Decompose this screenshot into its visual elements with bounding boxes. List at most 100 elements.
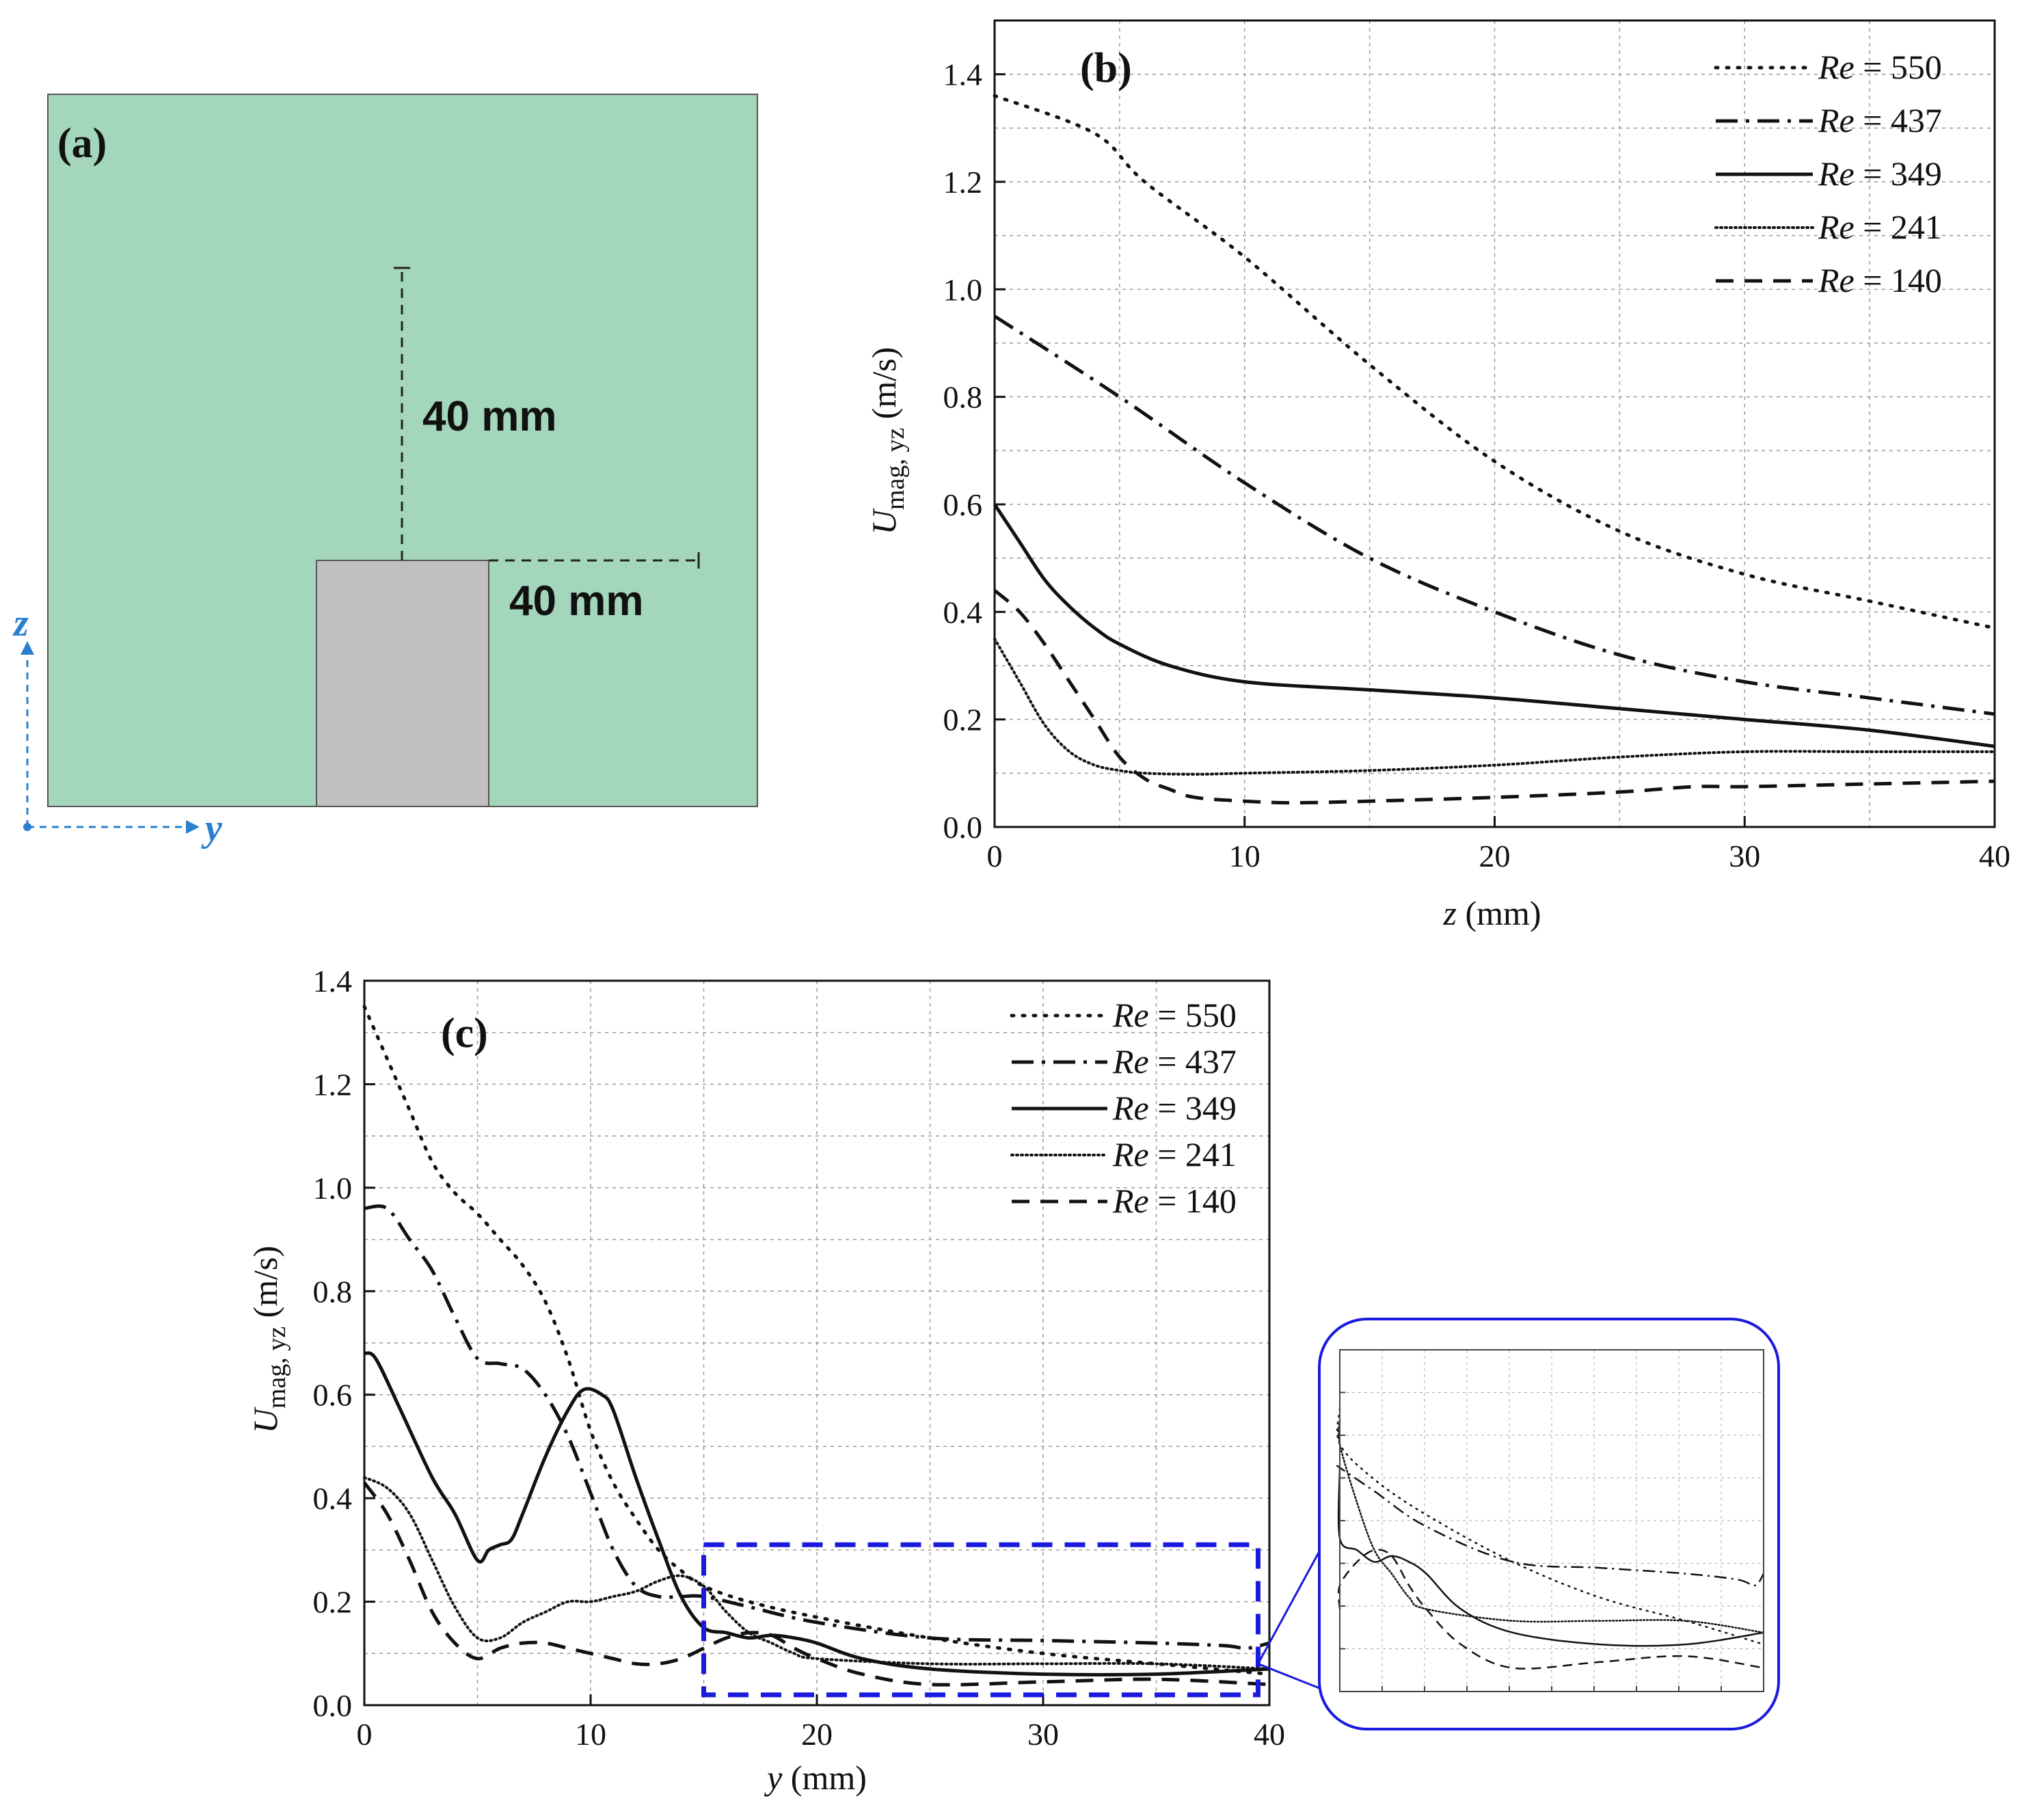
legend-value: = 140 (1855, 261, 1942, 299)
legend-re: Re (1818, 261, 1855, 299)
x-tick-label: 30 (1729, 839, 1760, 873)
y-tick-label: 1.0 (313, 1171, 353, 1206)
legend-value: = 241 (1149, 1135, 1237, 1173)
legend-label: Re = 437 (1818, 101, 1942, 139)
series-line-re-437 (364, 1204, 1270, 1651)
x-tick-label: 40 (1979, 839, 2010, 873)
legend-value: = 241 (1855, 208, 1942, 246)
legend-re: Re (1112, 996, 1149, 1034)
x-tick-label: 0 (987, 839, 1003, 873)
y-tick-label: 1.0 (943, 272, 983, 307)
chart-b-ylabel-sub: mag, yz (881, 428, 910, 510)
chart-c-ylabel-unit: (m/s) (246, 1246, 284, 1327)
panel-a-schematic: (a) 40 mm 40 mm z y (12, 94, 758, 850)
horizontal-dimension-label: 40 mm (509, 578, 643, 625)
z-axis-arrowhead (21, 641, 34, 655)
chart-b: 0 10 20 30 40 0.0 0.2 0.4 0.6 0.8 1.0 1.2 1.4 (b) z … (865, 19, 2011, 932)
legend-label: Re = 349 (1112, 1089, 1237, 1127)
y-tick-label: 0.2 (313, 1585, 353, 1620)
x-tick-label: 0 (357, 1717, 373, 1752)
y-tick-label: 0.0 (313, 1688, 353, 1723)
chart-c-series (362, 1005, 1271, 1687)
legend-re: Re (1112, 1042, 1149, 1081)
legend-label: Re = 241 (1818, 208, 1942, 246)
vertical-dimension-label: 40 mm (422, 393, 556, 440)
legend-label: Re = 140 (1112, 1182, 1237, 1220)
zoom-connector-bottom (1257, 1663, 1320, 1689)
inset-series-re-140 (1337, 1549, 1764, 1670)
chart-c-xlabel-unit: (mm) (782, 1758, 867, 1797)
legend-re: Re (1112, 1089, 1149, 1127)
legend-label: Re = 241 (1112, 1135, 1237, 1173)
chart-b-ylabel-main: U (865, 508, 903, 534)
legend-label: Re = 550 (1112, 996, 1237, 1034)
y-axis-arrowhead (186, 820, 200, 834)
inset-series-re-437 (1336, 1465, 1765, 1587)
x-tick-label: 10 (575, 1717, 606, 1752)
y-tick-label: 1.2 (313, 1067, 353, 1102)
legend-value: = 349 (1855, 154, 1942, 193)
x-tick-label: 40 (1254, 1717, 1285, 1752)
legend-label: Re = 140 (1818, 261, 1942, 299)
legend-re: Re (1112, 1135, 1149, 1173)
legend-value: = 140 (1149, 1182, 1237, 1220)
chart-b-xlabel-var: z (1442, 894, 1456, 932)
chart-b-panel-label: (b) (1080, 45, 1132, 92)
legend-re: Re (1818, 101, 1855, 139)
zoom-inset (1257, 1318, 1780, 1730)
solid-block (316, 560, 489, 807)
y-tick-label: 0.8 (313, 1274, 353, 1309)
chart-b-ylabel-unit: (m/s) (865, 347, 903, 428)
y-tick-label: 1.4 (313, 964, 353, 999)
chart-c-ylabel: Umag, yz (m/s) (246, 1246, 291, 1433)
series-line-re-349 (363, 1351, 1270, 1676)
zoom-inset-frame (1339, 1349, 1764, 1692)
legend-re: Re (1818, 154, 1855, 193)
legend-value: = 550 (1149, 996, 1237, 1034)
chart-b-ylabel: Umag, yz (m/s) (865, 347, 910, 534)
x-tick-label: 20 (1479, 839, 1511, 873)
zoom-inset-border (1318, 1318, 1780, 1730)
series-line-re-140 (993, 588, 1995, 805)
chart-c-panel-label: (c) (441, 1010, 488, 1057)
y-axis-label: y (201, 807, 223, 850)
chart-c-ticks: 0 10 20 30 40 0.0 0.2 0.4 0.6 0.8 1.0 1.2 1.4 (313, 964, 1286, 1752)
chart-c-xlabel: y (mm) (764, 1758, 867, 1797)
origin-dot (23, 823, 31, 831)
legend-label: Re = 349 (1818, 154, 1942, 193)
legend-value: = 349 (1149, 1089, 1237, 1127)
chart-c-grid (364, 981, 1269, 1705)
z-axis-label: z (12, 602, 29, 644)
y-tick-label: 1.4 (943, 57, 983, 92)
inset-series-re-349 (1337, 1467, 1764, 1647)
chart-b-xlabel-unit: (mm) (1457, 894, 1541, 932)
series-line-re-140 (362, 1481, 1270, 1687)
series-line-re-550 (362, 1005, 1271, 1676)
x-tick-label: 20 (801, 1717, 833, 1752)
y-tick-label: 0.6 (313, 1378, 353, 1413)
inset-series-re-550 (1336, 1407, 1765, 1646)
zoom-inset-grid (1340, 1350, 1764, 1692)
legend-re: Re (1818, 208, 1855, 246)
chart-c-ylabel-sub: mag, yz (262, 1327, 291, 1409)
series-line-re-241 (363, 1476, 1271, 1670)
panel-a-label: (a) (57, 120, 107, 167)
y-tick-label: 0.6 (943, 487, 983, 522)
y-tick-label: 0.4 (313, 1481, 353, 1516)
y-tick-label: 1.2 (943, 165, 983, 200)
chart-c-ylabel-main: U (246, 1407, 284, 1433)
legend-label: Re = 550 (1818, 48, 1942, 86)
series-line-re-437 (993, 314, 1995, 716)
legend-re: Re (1818, 48, 1855, 86)
series-line-re-550 (993, 94, 1997, 630)
chart-b-series (993, 94, 1997, 805)
inset-series-re-241 (1337, 1420, 1765, 1634)
chart-b-ticks: 0 10 20 30 40 0.0 0.2 0.4 0.6 0.8 1.0 1.2 1.4 (943, 57, 2011, 873)
zoom-connector-top (1257, 1551, 1321, 1665)
chart-c: 0 10 20 30 40 0.0 0.2 0.4 0.6 0.8 1.0 1.2 1.4 (c) y … (246, 964, 1285, 1797)
legend-value: = 437 (1855, 101, 1942, 139)
coordinate-axes: z y (12, 602, 223, 850)
